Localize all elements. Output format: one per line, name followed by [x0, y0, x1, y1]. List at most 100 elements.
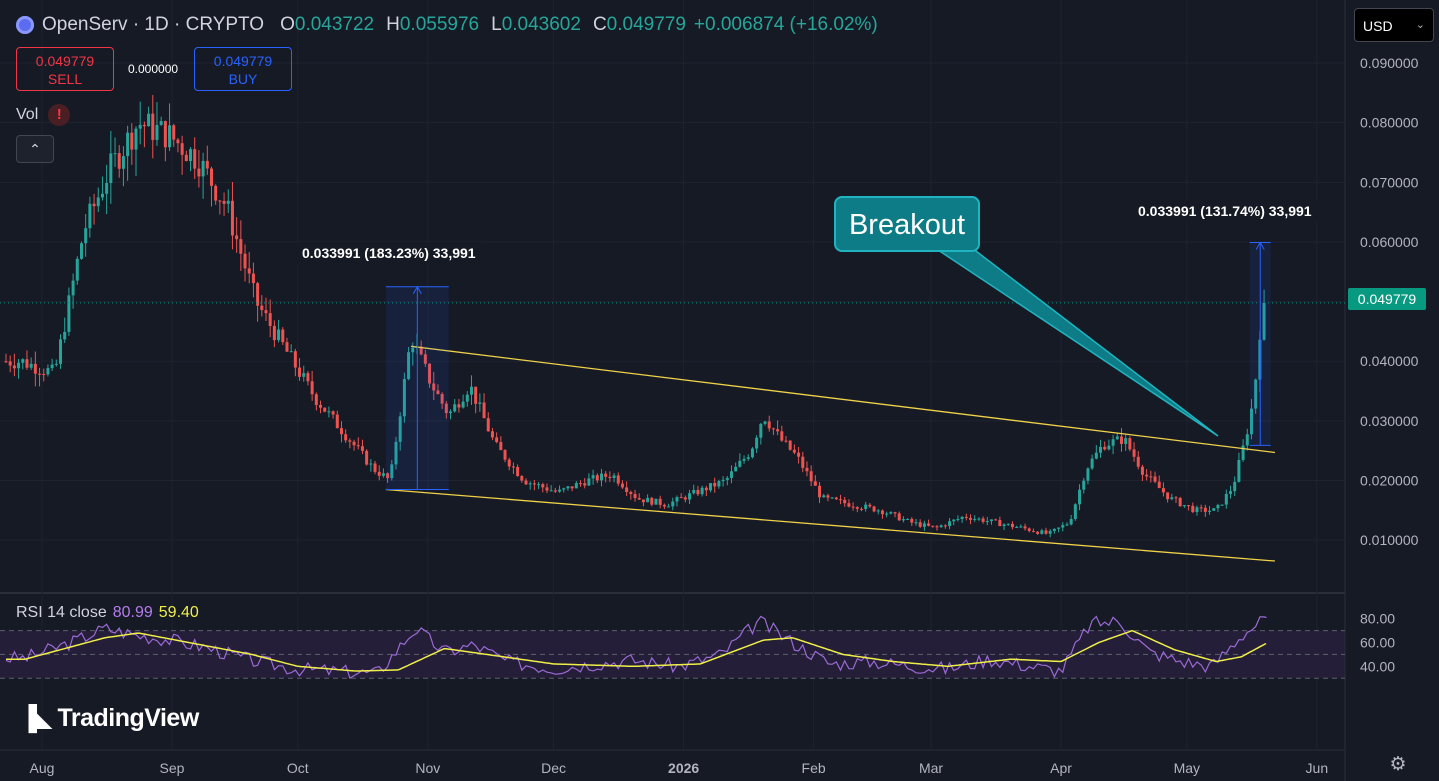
- sell-price: 0.049779: [35, 53, 95, 69]
- time-tick-label: Nov: [415, 760, 440, 776]
- candle-body: [444, 403, 448, 414]
- rsi-ma-line: [6, 629, 1267, 672]
- candle-body: [910, 518, 914, 523]
- candle-body: [360, 446, 364, 451]
- candle-body: [709, 483, 713, 491]
- candle-body: [625, 487, 629, 493]
- candle-body: [784, 440, 788, 442]
- candle-body: [1103, 446, 1107, 450]
- spread-value: 0.000000: [128, 62, 179, 76]
- time-tick-label: Aug: [30, 760, 55, 776]
- candle-body: [474, 386, 478, 404]
- candle-body: [209, 168, 213, 186]
- candle-body: [411, 347, 415, 353]
- candle-body: [755, 437, 759, 449]
- price-tick-label: 0.070000: [1360, 174, 1419, 190]
- candle-body: [549, 490, 553, 492]
- candle-body: [130, 132, 134, 150]
- candle-body: [390, 464, 394, 479]
- candle-body: [1262, 302, 1266, 340]
- candle-body: [29, 363, 33, 368]
- tradingview-logo[interactable]: ▐◣ TradingView: [20, 704, 199, 733]
- time-tick-label: Dec: [541, 760, 566, 776]
- gear-icon[interactable]: ⚙: [1389, 754, 1407, 775]
- candle-body: [1090, 458, 1094, 469]
- rsi-legend[interactable]: RSI 14 close 80.99 59.40: [16, 604, 199, 622]
- candle-body: [1208, 510, 1212, 512]
- candle-body: [423, 354, 427, 364]
- price-tick-label: 0.030000: [1360, 413, 1419, 429]
- candle-body: [180, 143, 184, 155]
- candle-body: [323, 407, 327, 412]
- volume-label: Vol: [16, 106, 39, 123]
- price-tick-label: 0.020000: [1360, 473, 1419, 489]
- candle-body: [704, 487, 708, 491]
- candle-body: [956, 518, 960, 520]
- candle-body: [1115, 436, 1119, 440]
- candle-body: [381, 473, 385, 476]
- candle-body: [537, 484, 541, 486]
- candle-body: [612, 475, 616, 479]
- candle-body: [281, 329, 285, 343]
- candle-body: [1107, 445, 1111, 450]
- buy-button[interactable]: 0.049779 BUY: [194, 47, 292, 91]
- candle-body: [595, 475, 599, 481]
- candle-body: [59, 339, 63, 364]
- candle-body: [1010, 523, 1014, 528]
- candle-body: [88, 203, 92, 229]
- candle-body: [998, 520, 1002, 527]
- candle-body: [42, 373, 46, 375]
- candle-body: [394, 441, 398, 465]
- candle-body: [553, 490, 557, 492]
- rsi-tick-label: 80.00: [1360, 611, 1395, 627]
- candle-body: [92, 203, 96, 207]
- breakout-callout[interactable]: Breakout: [834, 196, 980, 252]
- candle-body: [981, 518, 985, 522]
- candle-body: [1069, 519, 1073, 525]
- candle-body: [214, 185, 218, 201]
- time-tick-label: Oct: [287, 760, 309, 776]
- candle-body: [201, 160, 205, 177]
- candle-body: [67, 295, 71, 332]
- candle-body: [1254, 379, 1258, 409]
- symbol-title[interactable]: OpenServ · 1D · CRYPTO: [42, 14, 265, 35]
- candle-body: [4, 361, 8, 363]
- warning-icon[interactable]: !: [48, 104, 71, 126]
- tradingview-logo-icon: ▐◣: [20, 705, 53, 732]
- candle-body: [319, 404, 323, 408]
- candle-body: [205, 160, 209, 169]
- candle-body: [1036, 531, 1040, 534]
- low-label: L: [491, 14, 502, 35]
- candle-body: [880, 510, 884, 515]
- candle-body: [822, 495, 826, 498]
- candle-body: [184, 154, 188, 162]
- candle-body: [486, 418, 490, 432]
- candle-body: [809, 471, 813, 482]
- volume-legend[interactable]: Vol !: [16, 104, 71, 126]
- candle-body: [260, 305, 264, 311]
- candle-body: [373, 463, 377, 472]
- chevron-up-icon[interactable]: ⌃: [16, 135, 54, 163]
- candle-body: [1086, 468, 1090, 481]
- candle-body: [168, 125, 172, 148]
- candle-body: [948, 521, 952, 527]
- candle-body: [1170, 497, 1174, 500]
- currency-select[interactable]: USD ⌄: [1354, 8, 1434, 42]
- candle-body: [516, 467, 520, 477]
- sell-button[interactable]: 0.049779 SELL: [16, 47, 114, 91]
- candle-body: [1191, 505, 1195, 513]
- candle-body: [688, 493, 692, 500]
- candle-body: [654, 498, 658, 505]
- candle-body: [667, 506, 671, 508]
- open-value: 0.043722: [294, 14, 375, 35]
- candle-body: [780, 431, 784, 441]
- candle-body: [1203, 507, 1207, 512]
- candle-body: [742, 458, 746, 461]
- candle-body: [977, 518, 981, 520]
- measure-label-2: 0.033991 (131.74%) 33,991: [1132, 200, 1318, 222]
- candle-body: [377, 471, 381, 476]
- candle-body: [1249, 408, 1253, 435]
- candle-body: [465, 394, 469, 402]
- candle-body: [457, 404, 461, 408]
